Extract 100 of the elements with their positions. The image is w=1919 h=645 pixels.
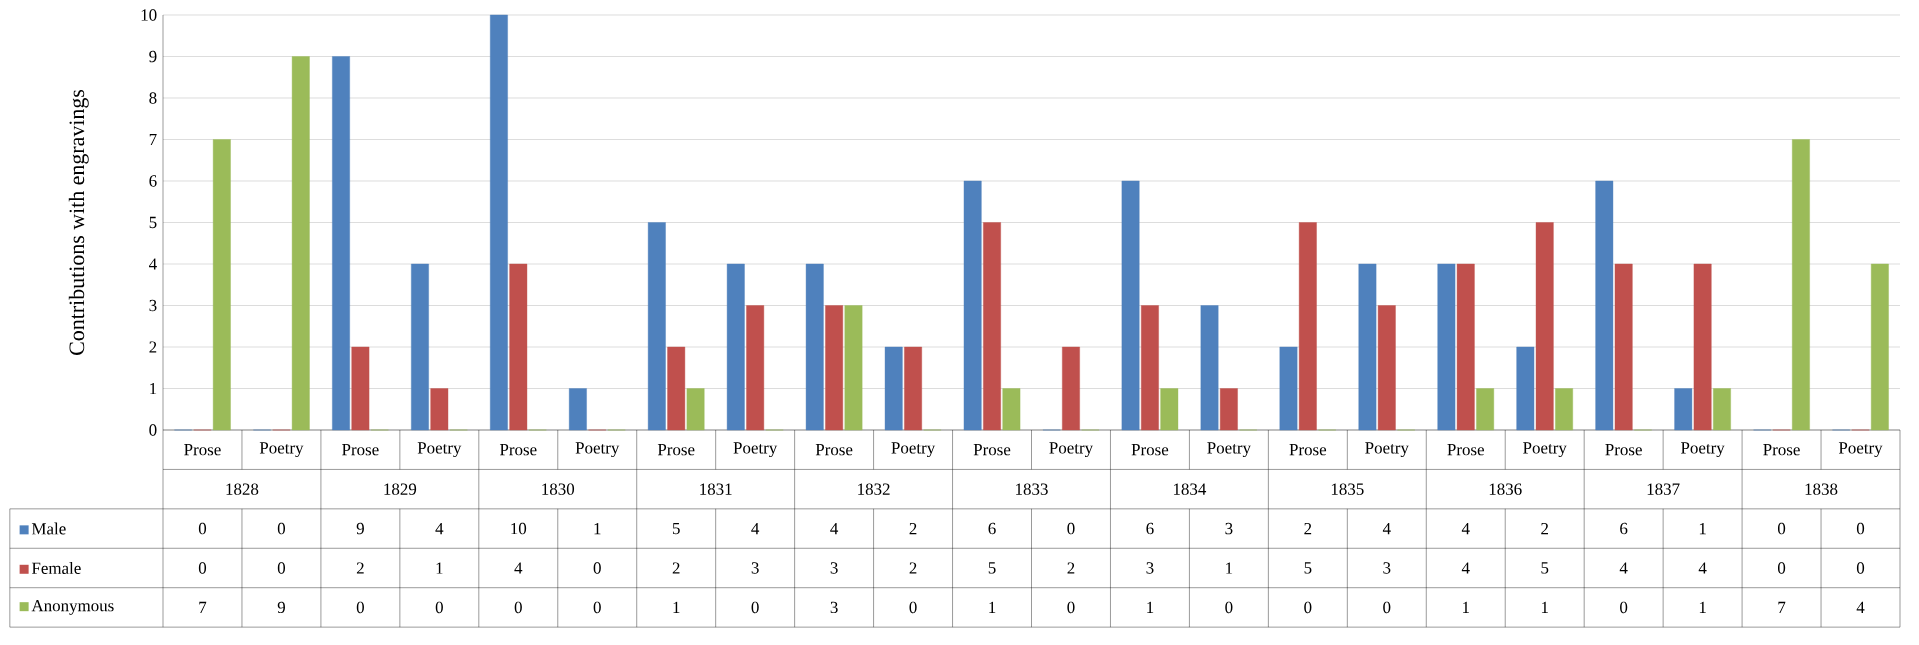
- x-tick-label: Poetry: [1049, 442, 1094, 458]
- y-axis-title: Contributions with engravings: [68, 89, 89, 355]
- data-label: 2: [672, 562, 680, 574]
- data-label: 4: [1461, 562, 1470, 574]
- data-label: 6: [1620, 522, 1628, 535]
- bar: [1062, 346, 1080, 431]
- text: 1835: [1331, 483, 1364, 495]
- bar: [1141, 305, 1159, 431]
- bar: [1121, 180, 1140, 431]
- bar: [1535, 222, 1554, 431]
- x-tick-label: Poetry: [733, 442, 778, 458]
- data-label: 3: [751, 562, 759, 574]
- y-tick-label: 10: [141, 9, 157, 21]
- bar: [1200, 305, 1219, 431]
- bar: [1160, 388, 1179, 431]
- data-label: 4: [1382, 523, 1391, 535]
- bar: [1516, 346, 1535, 431]
- text: 1836: [1489, 483, 1522, 495]
- data-label: 1: [1699, 522, 1706, 535]
- data-label: 0: [198, 522, 207, 535]
- y-tick-label: 7: [149, 133, 157, 146]
- x-tick-label: Prose: [1131, 444, 1169, 456]
- x-tick-label: Prose: [973, 444, 1011, 456]
- y-tick-label: 0: [149, 424, 157, 436]
- text: 1834: [1173, 483, 1207, 495]
- bar: [1792, 139, 1810, 431]
- data-label: 3: [1383, 562, 1391, 574]
- data-label: 7: [1778, 601, 1786, 613]
- data-label: 5: [988, 562, 996, 574]
- bar: [1674, 388, 1693, 431]
- data-label: 0: [514, 601, 522, 614]
- y-tick-label: 9: [149, 50, 157, 63]
- x-tick-label: Prose: [1605, 444, 1642, 456]
- bar: [1614, 263, 1633, 431]
- bar: [963, 180, 982, 431]
- bar: [291, 56, 310, 431]
- data-label: 4: [751, 523, 760, 535]
- data-label: 4: [514, 562, 523, 574]
- data-label: 5: [672, 522, 680, 535]
- bar: [1456, 263, 1475, 431]
- bar: [1002, 388, 1021, 431]
- data-label: 3: [1146, 562, 1154, 574]
- x-tick-label: Prose: [184, 444, 221, 456]
- y-tick-label: 2: [149, 341, 157, 353]
- data-label: 0: [198, 562, 207, 574]
- y-tick-label: 4: [149, 258, 157, 270]
- y-tick-label: 8: [149, 92, 157, 104]
- data-label: 1: [1147, 601, 1154, 614]
- x-tick-label: Poetry: [891, 442, 936, 458]
- x-tick-label: Prose: [815, 444, 853, 456]
- data-label: 2: [356, 562, 364, 574]
- data-label: 2: [1067, 562, 1075, 574]
- legend-label: Female: [31, 562, 81, 574]
- x-tick-label: Prose: [1289, 444, 1327, 456]
- bar: [1377, 305, 1396, 431]
- data-label: 2: [1304, 522, 1312, 535]
- x-tick-label: Poetry: [1207, 442, 1251, 458]
- data-label: 0: [1777, 522, 1786, 535]
- bar: [844, 305, 863, 431]
- text: 1829: [384, 483, 417, 495]
- data-label: 0: [1856, 522, 1865, 535]
- x-tick-label: Poetry: [417, 442, 462, 458]
- x-tick-label: Poetry: [1365, 442, 1409, 458]
- data-label: 3: [830, 562, 838, 574]
- bar: [1595, 180, 1614, 431]
- data-label: 4: [435, 523, 444, 535]
- data-label: 0: [356, 601, 364, 614]
- text: 1828: [226, 483, 259, 495]
- x-tick-label: Prose: [342, 444, 379, 456]
- data-label: 0: [1304, 601, 1312, 614]
- bar: [825, 305, 843, 431]
- data-label: 0: [277, 562, 286, 574]
- text: 1832: [858, 483, 890, 495]
- x-tick-label: Prose: [1447, 444, 1484, 456]
- data-label: 4: [1856, 601, 1865, 613]
- bar: [332, 56, 350, 431]
- data-label: 4: [1698, 562, 1707, 574]
- bar: [726, 263, 745, 431]
- bar: [1693, 263, 1712, 431]
- data-label: 1: [1699, 601, 1706, 614]
- data-label: 2: [909, 562, 917, 574]
- text: 1833: [1016, 483, 1048, 495]
- y-tick-label: 3: [149, 299, 157, 312]
- data-label: 1: [436, 562, 443, 574]
- data-label: 0: [1856, 562, 1865, 574]
- data-label: 0: [593, 601, 601, 614]
- data-label: 10: [511, 522, 527, 535]
- data-label: 5: [1304, 562, 1312, 574]
- data-label: 7: [199, 601, 207, 613]
- bar: [667, 346, 686, 431]
- data-label: 2: [1541, 522, 1548, 535]
- bar: [1437, 263, 1456, 431]
- bar: [686, 388, 705, 431]
- bar: [746, 305, 765, 431]
- x-tick-label: Poetry: [575, 442, 620, 458]
- data-label: 5: [1541, 562, 1549, 574]
- y-tick-label: 5: [149, 216, 157, 229]
- text: 1837: [1647, 483, 1680, 495]
- data-label: 0: [435, 601, 443, 614]
- data-label: 0: [1383, 601, 1391, 614]
